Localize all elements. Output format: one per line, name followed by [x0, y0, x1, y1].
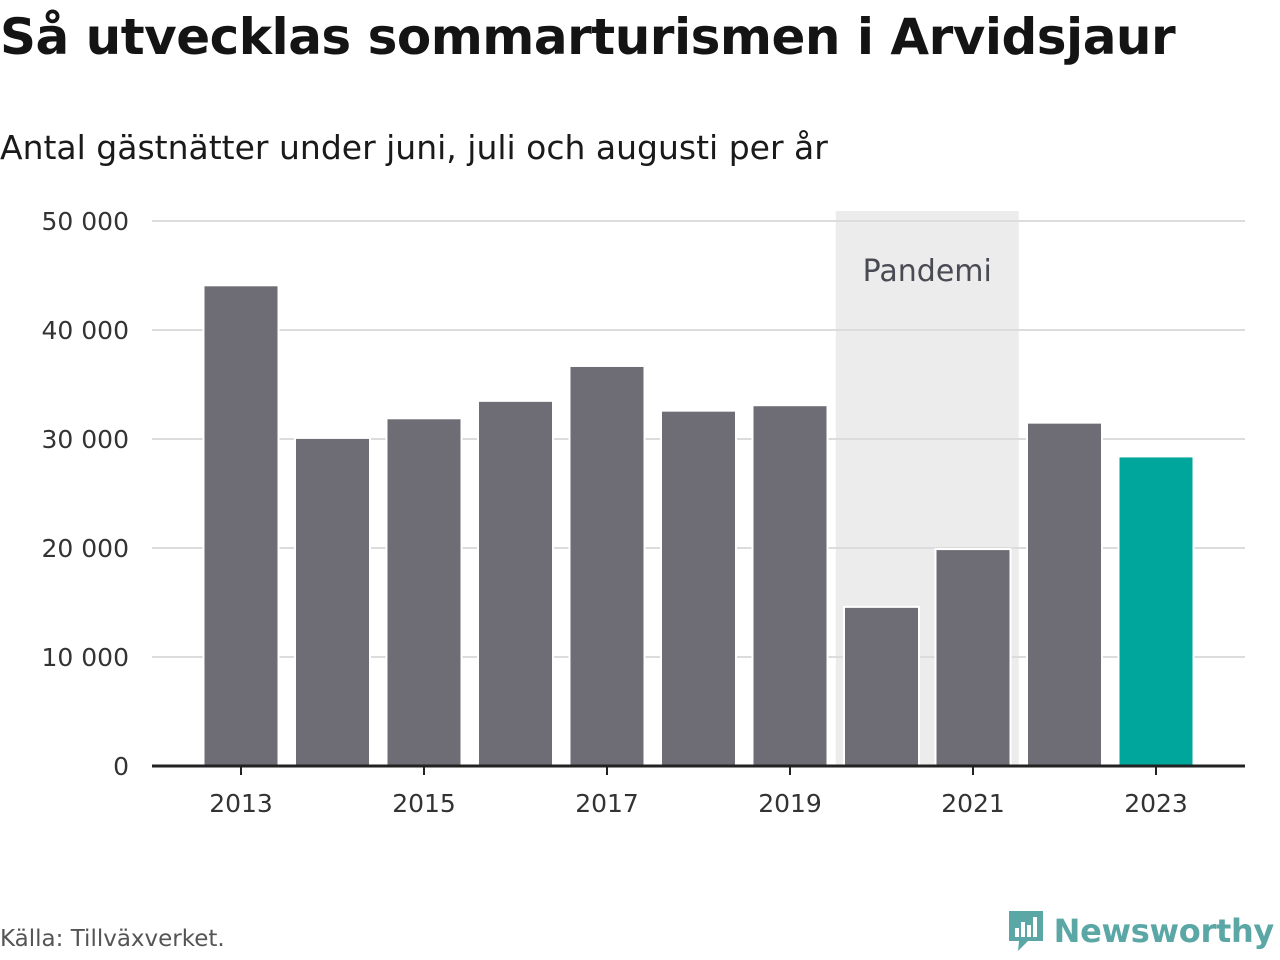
annotation-layer: Pandemi: [863, 254, 992, 289]
y-tick-label: 30 000: [42, 425, 129, 454]
bar: [1117, 455, 1195, 767]
bar: [385, 417, 463, 767]
x-tick-label: 2019: [758, 789, 822, 818]
bar: [843, 605, 920, 767]
bar-chart-logo-icon: [1008, 911, 1043, 951]
bar: [934, 548, 1012, 767]
y-tick-label: 50 000: [42, 207, 129, 236]
bar-chart: 0 10 000 20 000 30 000 40 000 50 000 2013 2015…: [42, 207, 1245, 818]
y-tick-label: 20 000: [42, 534, 129, 563]
bar: [568, 364, 646, 767]
bar: [1026, 421, 1103, 767]
x-tick-label: 2017: [575, 789, 639, 818]
y-tick-label: 40 000: [42, 316, 129, 345]
x-tick-label: 2023: [1124, 789, 1188, 818]
bar: [202, 284, 280, 767]
x-axis-ticks: 2013 2015 2017 2019 2021 2023: [209, 766, 1188, 818]
bar: [477, 399, 554, 767]
bar: [751, 404, 829, 768]
bars: [202, 284, 1195, 768]
bar: [660, 409, 737, 767]
chart-subtitle: Antal gästnätter under juni, juli och au…: [0, 128, 828, 167]
bar: [294, 436, 371, 767]
newsworthy-logo: Newsworthy: [1006, 908, 1274, 954]
source-note: Källa: Tillväxverket.: [0, 926, 225, 952]
x-tick-label: 2013: [209, 789, 273, 818]
annotation-pandemi: Pandemi: [863, 254, 992, 289]
chart-title: Så utvecklas sommarturismen i Arvidsjaur: [0, 8, 1176, 66]
y-tick-label: 10 000: [42, 643, 129, 672]
y-tick-label: 0: [113, 752, 129, 781]
x-tick-label: 2021: [941, 789, 1005, 818]
brand-name: Newsworthy: [1053, 912, 1275, 950]
x-tick-label: 2015: [392, 789, 456, 818]
y-axis-ticks: 0 10 000 20 000 30 000 40 000 50 000: [42, 207, 129, 781]
